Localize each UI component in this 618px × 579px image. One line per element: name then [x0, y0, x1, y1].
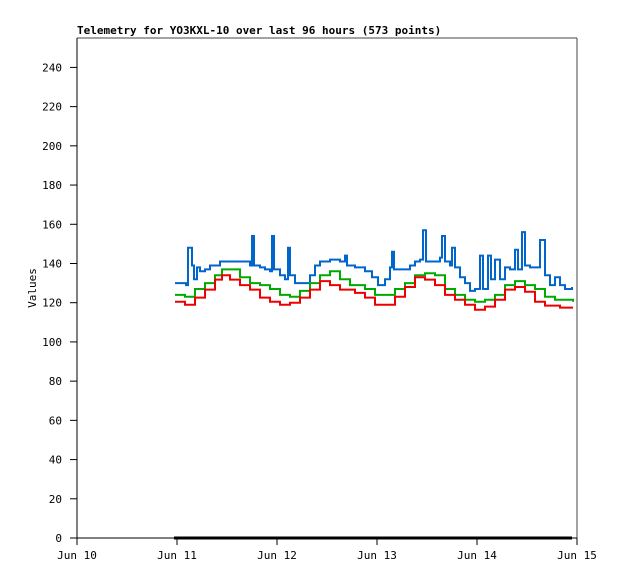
- y-ticks: 0 20 40 60 80 100 120 140 160 180 200 220 240: [42, 61, 77, 545]
- series-line-0: [175, 229, 573, 292]
- x-tick-label: Jun 13: [357, 549, 397, 562]
- x-tick-label: Jun 12: [257, 549, 297, 562]
- y-tick-label: 180: [42, 179, 62, 192]
- y-tick-label: 20: [49, 493, 62, 506]
- y-tick-label: 160: [42, 218, 62, 231]
- y-tick-label: 240: [42, 61, 62, 74]
- series-line-2: [175, 274, 573, 311]
- y-tick-label: 60: [49, 414, 62, 427]
- x-tick-label: Jun 11: [157, 549, 197, 562]
- y-tick-label: 100: [42, 336, 62, 349]
- x-tick-label: Jun 14: [457, 549, 497, 562]
- x-tick-label: Jun 10: [57, 549, 97, 562]
- y-tick-label: 120: [42, 297, 62, 310]
- y-tick-label: 0: [55, 532, 62, 545]
- series-layer: [174, 229, 574, 540]
- x-tick-label: Jun 15: [557, 549, 597, 562]
- y-tick-label: 200: [42, 140, 62, 153]
- y-axis-label: Values: [26, 268, 39, 308]
- y-tick-label: 140: [42, 257, 62, 270]
- chart-title: Telemetry for YO3KXL-10 over last 96 hou…: [77, 24, 441, 37]
- y-tick-label: 220: [42, 101, 62, 114]
- y-tick-label: 80: [49, 375, 62, 388]
- x-ticks: Jun 10 Jun 11 Jun 12 Jun 13 Jun 14 Jun 15: [57, 538, 597, 562]
- y-tick-label: 40: [49, 454, 62, 467]
